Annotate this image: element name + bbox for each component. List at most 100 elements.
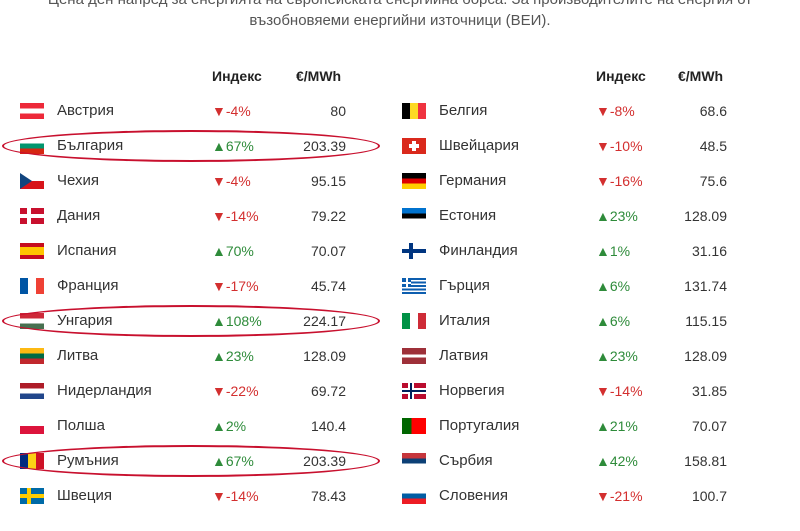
poland-flag-icon	[20, 418, 44, 434]
index-value: 23%	[225, 348, 254, 364]
up-arrow-icon: ▲	[596, 418, 610, 434]
index-cell: ▲1%	[596, 243, 630, 259]
index-cell: ▼-16%	[596, 173, 643, 189]
highlight-ellipse	[2, 130, 380, 162]
price-value: 131.74	[684, 278, 727, 294]
intro-line-1: Цена ден напред за енергията на европейс…	[0, 0, 800, 10]
index-cell: ▼-10%	[596, 138, 643, 154]
down-arrow-icon: ▼	[212, 208, 226, 224]
portugal-flag-icon	[402, 418, 426, 434]
price-value: 78.43	[310, 488, 346, 504]
country-name: Швейцария	[439, 137, 520, 154]
price-value: 140.4	[310, 418, 346, 434]
czech-flag-icon	[20, 173, 44, 189]
belgium-flag-icon	[402, 103, 426, 119]
price-value: 115.15	[685, 313, 727, 329]
price-value: 128.09	[303, 348, 346, 364]
up-arrow-icon: ▲	[596, 313, 610, 329]
country-name: Португалия	[439, 417, 520, 434]
switzerland-flag-icon	[402, 138, 426, 154]
index-value: -4%	[225, 173, 251, 189]
index-value: -4%	[225, 103, 251, 119]
price-value: 48.5	[699, 138, 727, 154]
down-arrow-icon: ▼	[596, 138, 610, 154]
index-cell: ▲21%	[596, 418, 638, 434]
right-price-header: €/MWh	[678, 68, 724, 84]
up-arrow-icon: ▲	[596, 348, 610, 364]
price-value: 79.22	[310, 208, 346, 224]
index-value: -22%	[225, 383, 259, 399]
left-price-header: €/MWh	[296, 68, 342, 84]
index-cell: ▲6%	[596, 278, 630, 294]
price-value: 100.7	[691, 488, 727, 504]
spain-flag-icon	[20, 243, 44, 259]
up-arrow-icon: ▲	[212, 418, 226, 434]
slovenia-flag-icon	[402, 488, 426, 504]
country-name: Белгия	[439, 102, 488, 119]
france-flag-icon	[20, 278, 44, 294]
index-cell: ▲42%	[596, 453, 638, 469]
up-arrow-icon: ▲	[596, 453, 610, 469]
index-value: -17%	[225, 278, 259, 294]
price-value: 158.81	[684, 453, 727, 469]
index-value: -8%	[609, 103, 635, 119]
price-value: 75.6	[699, 173, 727, 189]
price-value: 69.72	[310, 383, 346, 399]
country-name: Нидерландия	[57, 382, 152, 399]
serbia-flag-icon	[402, 453, 426, 469]
index-cell: ▲2%	[212, 418, 246, 434]
up-arrow-icon: ▲	[596, 208, 610, 224]
down-arrow-icon: ▼	[212, 103, 226, 119]
index-cell: ▲23%	[596, 208, 638, 224]
down-arrow-icon: ▼	[596, 488, 610, 504]
country-name: Финландия	[439, 242, 518, 259]
index-value: -14%	[609, 383, 643, 399]
index-value: 1%	[609, 243, 631, 259]
country-name: Норвегия	[439, 382, 505, 399]
index-value: 23%	[609, 348, 638, 364]
price-value: 31.85	[691, 383, 727, 399]
country-name: Дания	[57, 207, 101, 224]
up-arrow-icon: ▲	[596, 278, 610, 294]
index-cell: ▲70%	[212, 243, 254, 259]
right-index-header: Индекс	[596, 68, 646, 84]
index-value: -16%	[609, 173, 643, 189]
index-cell: ▼-22%	[212, 383, 259, 399]
index-cell: ▼-14%	[596, 383, 643, 399]
down-arrow-icon: ▼	[212, 488, 226, 504]
index-cell: ▲23%	[212, 348, 254, 364]
index-value: 6%	[609, 278, 631, 294]
index-value: -21%	[609, 488, 643, 504]
austria-flag-icon	[20, 103, 44, 119]
down-arrow-icon: ▼	[596, 103, 610, 119]
country-name: Литва	[57, 347, 99, 364]
index-value: -14%	[225, 208, 259, 224]
country-name: Чехия	[57, 172, 100, 189]
price-value: 68.6	[699, 103, 727, 119]
up-arrow-icon: ▲	[212, 348, 226, 364]
index-cell: ▼-14%	[212, 488, 259, 504]
index-value: -14%	[225, 488, 259, 504]
index-value: 42%	[609, 453, 638, 469]
down-arrow-icon: ▼	[212, 173, 226, 189]
down-arrow-icon: ▼	[596, 173, 610, 189]
index-cell: ▼-17%	[212, 278, 259, 294]
country-name: Сърбия	[439, 452, 493, 469]
down-arrow-icon: ▼	[212, 278, 226, 294]
index-value: 70%	[225, 243, 254, 259]
country-name: Латвия	[439, 347, 489, 364]
germany-flag-icon	[402, 173, 426, 189]
up-arrow-icon: ▲	[212, 243, 226, 259]
lithuania-flag-icon	[20, 348, 44, 364]
down-arrow-icon: ▼	[212, 383, 226, 399]
country-name: Швеция	[57, 487, 112, 504]
intro-line-2: възобновяеми енергийни източници (ВЕИ).	[249, 12, 551, 29]
index-cell: ▲23%	[596, 348, 638, 364]
price-value: 95.15	[310, 173, 346, 189]
country-name: Словения	[439, 487, 509, 504]
estonia-flag-icon	[402, 208, 426, 224]
country-name: Германия	[439, 172, 507, 189]
country-name: Испания	[57, 242, 117, 259]
sweden-flag-icon	[20, 488, 44, 504]
finland-flag-icon	[402, 243, 426, 259]
